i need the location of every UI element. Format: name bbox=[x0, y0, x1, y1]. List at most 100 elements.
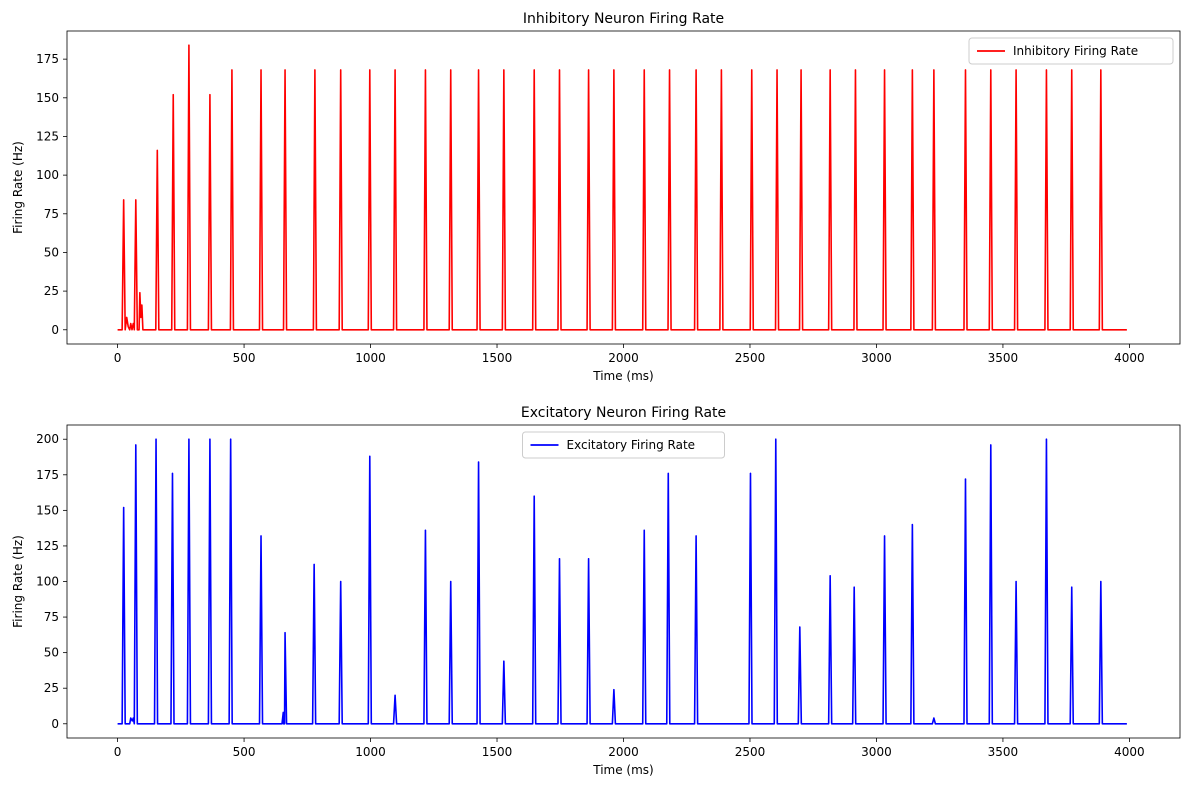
data-point bbox=[643, 529, 645, 531]
y-tick-label: 175 bbox=[36, 468, 59, 482]
data-point bbox=[313, 563, 315, 566]
y-tick-label: 150 bbox=[36, 503, 59, 517]
data-point bbox=[933, 69, 935, 71]
plot-frame bbox=[66, 424, 1181, 739]
data-point bbox=[990, 444, 992, 446]
data-point bbox=[123, 199, 125, 201]
y-tick-label: 75 bbox=[44, 610, 59, 624]
x-tick-label: 4000 bbox=[1114, 745, 1145, 759]
x-tick-label: 2500 bbox=[735, 351, 766, 365]
x-tick-label: 3000 bbox=[861, 351, 892, 365]
data-point bbox=[829, 575, 831, 577]
legend: Inhibitory Firing Rate bbox=[968, 37, 1174, 65]
x-tick-label: 500 bbox=[233, 745, 256, 759]
legend-label: Inhibitory Firing Rate bbox=[1013, 44, 1138, 58]
data-point bbox=[394, 694, 396, 696]
x-tick-label: 1000 bbox=[355, 351, 386, 365]
data-point bbox=[340, 580, 342, 583]
y-tick-label: 25 bbox=[44, 284, 59, 298]
series-line bbox=[117, 438, 1127, 725]
data-point bbox=[450, 69, 452, 71]
y-tick-label: 100 bbox=[36, 168, 59, 182]
x-tick-label: 1000 bbox=[355, 745, 386, 759]
series-line bbox=[117, 44, 1127, 331]
y-tick-label: 125 bbox=[36, 539, 59, 553]
data-point bbox=[613, 69, 615, 71]
data-point bbox=[503, 69, 505, 71]
data-point bbox=[533, 495, 535, 497]
data-point bbox=[911, 69, 913, 71]
x-tick-label: 500 bbox=[233, 351, 256, 365]
x-tick-label: 4000 bbox=[1114, 351, 1145, 365]
data-point bbox=[477, 461, 480, 463]
data-point bbox=[800, 69, 802, 71]
data-point bbox=[883, 535, 886, 537]
y-tick-label: 50 bbox=[44, 646, 59, 660]
x-tick-label: 1500 bbox=[482, 745, 513, 759]
data-point bbox=[477, 69, 480, 71]
x-tick-label: 0 bbox=[114, 351, 122, 365]
x-tick-label: 0 bbox=[114, 745, 122, 759]
data-point bbox=[695, 535, 697, 537]
y-axis-label: Firing Rate (Hz) bbox=[11, 141, 25, 234]
data-point bbox=[668, 69, 671, 71]
y-tick-label: 200 bbox=[36, 432, 59, 446]
y-tick-label: 100 bbox=[36, 575, 59, 589]
data-point bbox=[695, 69, 697, 71]
legend-label: Excitatory Firing Rate bbox=[567, 438, 696, 452]
data-point bbox=[911, 523, 913, 526]
data-point bbox=[135, 199, 137, 201]
data-point bbox=[135, 444, 137, 446]
x-tick-label: 2500 bbox=[735, 745, 766, 759]
legend: Excitatory Firing Rate bbox=[522, 431, 725, 459]
data-point bbox=[933, 717, 935, 719]
data-point bbox=[1071, 586, 1073, 588]
data-point bbox=[1045, 438, 1048, 440]
data-point bbox=[1100, 580, 1102, 583]
data-point bbox=[284, 69, 286, 71]
data-point bbox=[587, 558, 590, 560]
data-point bbox=[424, 69, 427, 71]
data-point bbox=[533, 69, 535, 71]
data-point bbox=[424, 529, 427, 531]
data-point bbox=[1015, 69, 1017, 71]
data-point bbox=[720, 69, 722, 71]
data-point bbox=[340, 69, 342, 71]
data-point bbox=[172, 94, 174, 96]
y-tick-label: 25 bbox=[44, 681, 59, 695]
data-point bbox=[260, 535, 262, 537]
data-point bbox=[171, 472, 174, 474]
x-tick-label: 2000 bbox=[608, 351, 639, 365]
data-point bbox=[613, 689, 615, 691]
data-point bbox=[155, 438, 157, 440]
data-point bbox=[853, 586, 855, 588]
y-tick-label: 175 bbox=[36, 52, 59, 66]
x-tick-label: 3000 bbox=[861, 745, 892, 759]
x-tick-label: 2000 bbox=[608, 745, 639, 759]
data-point bbox=[231, 69, 233, 71]
data-point bbox=[230, 438, 232, 440]
data-point bbox=[776, 69, 778, 71]
data-point bbox=[188, 438, 190, 440]
x-tick-label: 1500 bbox=[482, 351, 513, 365]
data-point bbox=[1015, 580, 1017, 583]
y-tick-label: 150 bbox=[36, 91, 59, 105]
y-axis-label: Firing Rate (Hz) bbox=[11, 535, 25, 628]
data-point bbox=[156, 149, 158, 151]
data-point bbox=[503, 660, 505, 662]
x-axis-label: Time (ms) bbox=[592, 763, 654, 777]
data-point bbox=[209, 94, 211, 96]
data-point bbox=[990, 69, 992, 71]
data-point bbox=[314, 69, 316, 71]
y-tick-label: 50 bbox=[44, 245, 59, 259]
x-tick-label: 3500 bbox=[988, 745, 1019, 759]
data-point bbox=[643, 69, 645, 71]
data-point bbox=[209, 438, 211, 440]
y-tick-label: 0 bbox=[51, 717, 59, 731]
data-point bbox=[369, 455, 371, 457]
data-point bbox=[751, 69, 753, 71]
data-point bbox=[964, 69, 967, 71]
